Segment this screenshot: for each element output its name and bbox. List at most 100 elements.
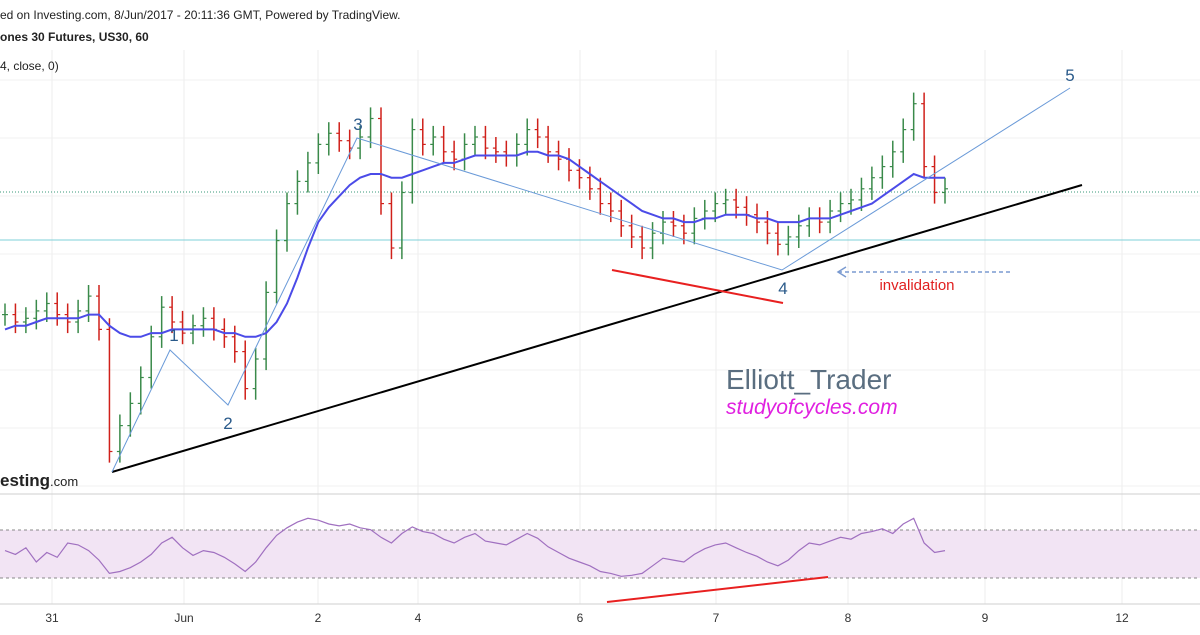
- price-bar: [733, 188, 740, 219]
- price-bar: [304, 151, 311, 193]
- trend-line: [111, 184, 1083, 473]
- price-bar: [419, 118, 426, 156]
- price-bar: [691, 207, 698, 245]
- price-bar: [137, 366, 144, 415]
- price-bar: [900, 118, 907, 163]
- price-bar: [524, 118, 531, 156]
- price-bar: [586, 166, 593, 200]
- wave-label-5: 5: [1065, 66, 1074, 85]
- x-tick-label: Jun: [174, 611, 193, 625]
- price-bar: [827, 199, 834, 234]
- price-bar: [785, 225, 792, 256]
- price-bar: [252, 347, 259, 400]
- price-bar: [942, 177, 948, 204]
- wave-label-1: 1: [169, 326, 178, 345]
- price-bar: [357, 125, 364, 160]
- price-bars: [2, 92, 948, 463]
- price-bar: [22, 307, 29, 334]
- price-bar: [472, 125, 478, 156]
- divergence-line-price: [611, 269, 784, 304]
- instrument-title: ones 30 Futures, US30, 60: [0, 30, 149, 44]
- investing-logo-text: esting: [0, 471, 50, 490]
- watermark-name: Elliott_Trader: [726, 364, 891, 395]
- invalidation-arrow-head: [836, 266, 847, 278]
- price-bar: [388, 192, 395, 260]
- wave-label-3: 3: [353, 115, 362, 134]
- wave-label-2: 2: [223, 414, 232, 433]
- elliott-wave-path: [111, 87, 1071, 473]
- price-bar: [43, 292, 50, 322]
- price-bar: [576, 159, 583, 189]
- price-bar: [597, 177, 604, 215]
- price-bar: [670, 211, 677, 237]
- price-bar: [545, 125, 552, 163]
- price-bar: [868, 166, 875, 200]
- price-bar: [231, 325, 238, 363]
- price-bar: [284, 192, 290, 252]
- price-bar: [336, 122, 343, 152]
- x-tick-label: 6: [577, 611, 584, 625]
- price-bar: [931, 155, 938, 204]
- price-bar: [837, 192, 844, 223]
- price-bar: [409, 118, 416, 204]
- price-bar: [54, 292, 61, 326]
- watermark-site: studyofcycles.com: [726, 396, 898, 419]
- price-bar: [367, 107, 374, 149]
- price-bar: [440, 125, 447, 163]
- price-bar: [430, 125, 437, 156]
- price-bar: [169, 296, 176, 334]
- price-bar: [774, 222, 781, 256]
- x-tick-label: 12: [1115, 611, 1129, 625]
- x-tick-label: 9: [982, 611, 989, 625]
- price-bar: [325, 122, 332, 156]
- price-bar: [482, 125, 489, 160]
- price-bar: [889, 140, 896, 178]
- chart-source-line: ed on Investing.com, 8/Jun/2017 - 20:11:…: [0, 8, 401, 22]
- moving-average-line: [4, 150, 945, 338]
- x-tick-label: 7: [713, 611, 720, 625]
- price-bar: [294, 170, 301, 215]
- price-bar: [158, 296, 165, 348]
- divergence-line-rsi: [606, 576, 829, 603]
- price-bar: [879, 155, 886, 189]
- price-bar: [33, 299, 40, 330]
- price-bar: [378, 107, 384, 215]
- x-tick-label: 4: [415, 611, 422, 625]
- price-bar: [315, 133, 322, 174]
- price-bar: [492, 137, 499, 163]
- price-bar: [795, 214, 802, 248]
- x-tick-label: 31: [45, 611, 59, 625]
- price-bar: [75, 299, 82, 334]
- price-bar: [764, 211, 771, 245]
- price-bar: [712, 192, 719, 223]
- price-bar: [398, 181, 405, 260]
- x-tick-label: 2: [315, 611, 322, 625]
- price-bar: [85, 285, 92, 322]
- price-bar: [179, 310, 186, 345]
- price-bar: [2, 303, 8, 326]
- price-bar: [618, 199, 625, 237]
- price-bar: [127, 392, 134, 437]
- price-bar: [534, 118, 541, 149]
- price-bar: [12, 303, 19, 334]
- rsi-line: [4, 517, 946, 577]
- price-bar: [451, 140, 458, 171]
- invalidation-label: invalidation: [879, 277, 954, 294]
- price-bar: [649, 222, 656, 260]
- x-tick-label: 8: [845, 611, 852, 625]
- price-bar: [858, 177, 865, 211]
- rsi-band: [0, 530, 1200, 578]
- price-bar: [628, 214, 635, 248]
- wave-label-4: 4: [778, 279, 787, 298]
- indicator-params: 4, close, 0): [0, 59, 59, 73]
- price-bar: [722, 188, 729, 215]
- price-bar: [96, 285, 102, 341]
- price-bar: [910, 92, 917, 141]
- price-bar: [148, 325, 155, 389]
- investing-logo-suffix: .com: [50, 474, 78, 489]
- price-bar: [639, 225, 646, 260]
- price-bar: [200, 307, 207, 337]
